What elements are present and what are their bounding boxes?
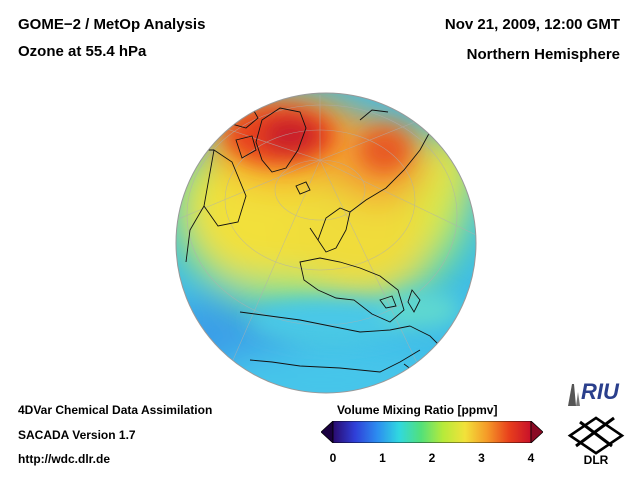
colorbar-tick: 1 bbox=[379, 451, 386, 465]
colorbar-gradient bbox=[332, 421, 532, 443]
date-label: Nov 21, 2009, 12:00 GMT bbox=[444, 16, 620, 33]
colorbar-high-arrow bbox=[530, 421, 543, 443]
riu-logo: RIU bbox=[568, 379, 620, 406]
colorbar-tick: 2 bbox=[428, 451, 436, 465]
svg-text:RIU: RIU bbox=[581, 379, 620, 404]
ozone-field bbox=[176, 93, 476, 393]
colorbar-tick: 4 bbox=[527, 451, 535, 465]
colorbar-low-arrow bbox=[321, 421, 334, 443]
dlr-logo: DLR bbox=[567, 416, 625, 466]
colorbar-title: Volume Mixing Ratio [ppmv] bbox=[337, 403, 498, 417]
title-line-2: Ozone at 55.4 hPa bbox=[18, 43, 147, 60]
title-line-1: GOME−2 / MetOp Analysis bbox=[18, 16, 206, 33]
dlr-logo-text: DLR bbox=[584, 453, 609, 466]
colorbar-tick: 0 bbox=[329, 451, 337, 465]
footer-url[interactable]: http://wdc.dlr.de bbox=[18, 452, 110, 466]
colorbar bbox=[321, 421, 543, 443]
footer-version: SACADA Version 1.7 bbox=[18, 428, 136, 442]
region-label: Northern Hemisphere bbox=[466, 46, 620, 63]
colorbar-tick: 3 bbox=[478, 451, 485, 465]
footer-method: 4DVar Chemical Data Assimilation bbox=[18, 403, 213, 417]
